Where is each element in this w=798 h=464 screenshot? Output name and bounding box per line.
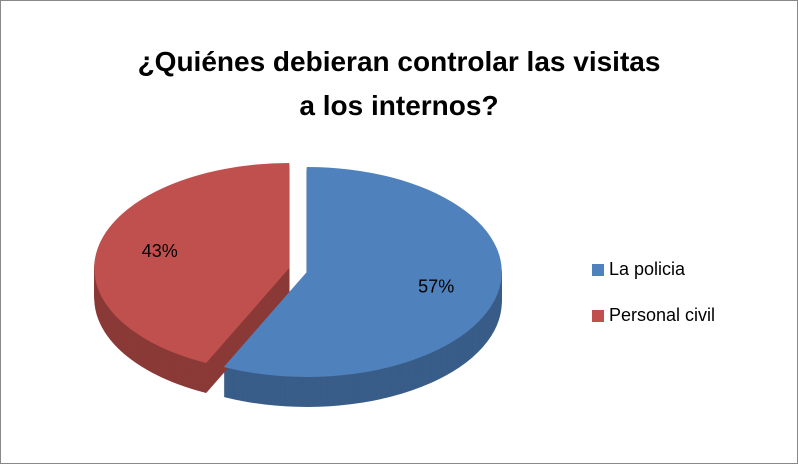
legend-swatch (592, 310, 604, 322)
data-label: 57% (418, 276, 454, 296)
legend-label: Personal civil (609, 305, 715, 325)
slice (94, 163, 290, 364)
data-label: 43% (142, 241, 178, 261)
slice (223, 166, 502, 377)
chart-title: ¿Quiénes debieran controlar las visitas … (137, 46, 661, 121)
legend-label: La policia (609, 259, 686, 279)
legend-swatch (592, 264, 604, 276)
